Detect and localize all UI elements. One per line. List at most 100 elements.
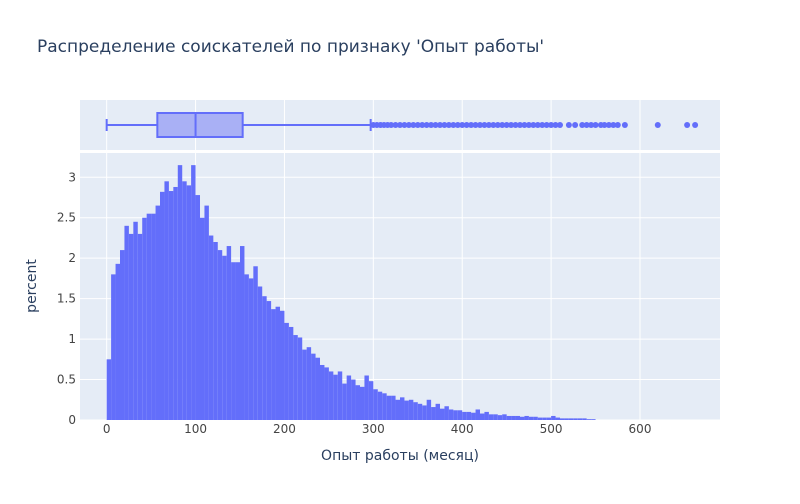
histogram-bar — [515, 415, 520, 420]
y-axis-ticks: 0 0.5 1 1.5 2 2.5 3 — [57, 170, 76, 427]
histogram-bar — [480, 413, 485, 420]
box-outlier-point — [588, 122, 595, 128]
histogram-bar — [217, 250, 223, 420]
box-outlier-point — [485, 122, 492, 128]
histogram-bar — [222, 255, 227, 420]
histogram-bar — [324, 367, 329, 420]
histogram-bar — [302, 349, 307, 420]
histogram-bar — [440, 408, 445, 420]
histogram-bar — [431, 407, 436, 420]
histogram-bar — [524, 415, 529, 420]
box-outlier-point — [605, 122, 612, 128]
histogram-bar — [475, 409, 480, 420]
histogram-bar — [528, 416, 534, 420]
histogram-bars — [106, 165, 596, 420]
histogram-bar — [444, 406, 449, 420]
histogram-bar — [311, 353, 316, 420]
histogram-bar — [537, 417, 543, 420]
box-outlier-point — [621, 122, 628, 128]
histogram-bar — [368, 381, 374, 420]
histogram-bar — [315, 357, 320, 420]
histogram-bar — [342, 383, 347, 420]
box-outlier-point — [494, 122, 501, 128]
box-outlier-point — [543, 122, 550, 128]
histogram-bar — [582, 418, 587, 420]
box-outlier-point — [654, 122, 661, 128]
histogram-bar — [391, 395, 396, 420]
histogram-bar — [191, 165, 196, 420]
box-outlier-point — [463, 122, 470, 128]
box-outlier-point — [388, 122, 395, 128]
box-outlier-point — [437, 122, 443, 128]
box-outlier-point — [445, 122, 452, 128]
box-outlier-point — [490, 122, 497, 128]
box-outlier-point — [530, 122, 537, 128]
x-axis-label: Опыт работы (месяц) — [321, 448, 479, 464]
histogram-bar — [360, 386, 365, 420]
histogram-bar — [293, 335, 298, 420]
histogram-bar — [417, 403, 423, 420]
box-outlier-point — [503, 122, 510, 128]
histogram-bar — [457, 410, 463, 420]
histogram-bar — [591, 419, 596, 420]
box-outlier-point — [579, 122, 586, 128]
histogram-bar — [271, 309, 276, 420]
histogram-bar — [284, 322, 289, 420]
x-tick-label: 400 — [451, 422, 474, 436]
box-outlier-point — [508, 122, 515, 128]
histogram-bar — [164, 181, 169, 420]
box-outlier-point — [481, 122, 488, 128]
histogram-bar — [177, 165, 183, 420]
histogram-bar — [568, 418, 574, 420]
histogram-bar — [266, 301, 272, 420]
histogram-bar — [497, 415, 503, 420]
histogram-bar — [195, 195, 200, 420]
histogram-bar — [248, 278, 254, 420]
box-outlier-point — [468, 122, 475, 128]
y-tick-label: 2 — [68, 251, 76, 265]
histogram-bar — [213, 242, 218, 420]
histogram-bar — [168, 191, 174, 420]
histogram-bar — [502, 414, 507, 420]
histogram-bar — [382, 393, 387, 420]
histogram-bar — [355, 385, 360, 420]
x-tick-label: 300 — [362, 422, 385, 436]
x-axis-ticks: 0 100 200 300 400 500 600 — [103, 422, 652, 436]
histogram-bar — [466, 411, 472, 420]
histogram-bar — [128, 233, 134, 420]
box-outlier-point — [401, 122, 408, 128]
histogram-bar — [186, 185, 192, 420]
histogram-bar — [297, 337, 303, 420]
box-outlier-point — [601, 122, 608, 128]
box-outlier-point — [572, 122, 579, 128]
histogram-bar — [337, 371, 343, 420]
box-outlier-point — [525, 122, 532, 128]
box-outlier-point — [499, 122, 506, 128]
y-axis-label: percent — [24, 259, 40, 313]
y-tick-label: 2.5 — [57, 211, 76, 225]
y-tick-label: 1 — [68, 332, 76, 346]
box-outlier-point — [548, 122, 555, 128]
histogram-bar — [111, 274, 116, 420]
histogram-bar — [240, 246, 245, 420]
boxplot — [105, 112, 699, 138]
box-outlier-point — [614, 122, 621, 128]
box-outlier-point — [472, 122, 479, 128]
histogram-bar — [422, 405, 427, 420]
box-outlier-point — [539, 122, 546, 128]
histogram-bar — [142, 217, 147, 420]
histogram-bar — [120, 250, 125, 420]
box-outlier-point — [557, 122, 563, 128]
histogram-bar — [435, 403, 440, 420]
histogram-bar — [226, 246, 232, 420]
histogram-bar — [320, 364, 325, 420]
histogram-bar — [404, 400, 409, 420]
histogram-bar — [577, 418, 583, 420]
box-outlier-point — [414, 122, 421, 128]
histogram-bar — [448, 409, 454, 420]
y-tick-label: 3 — [68, 170, 76, 184]
histogram-bar — [155, 205, 160, 420]
box-outlier-point — [419, 122, 426, 128]
histogram-bar — [328, 371, 334, 420]
